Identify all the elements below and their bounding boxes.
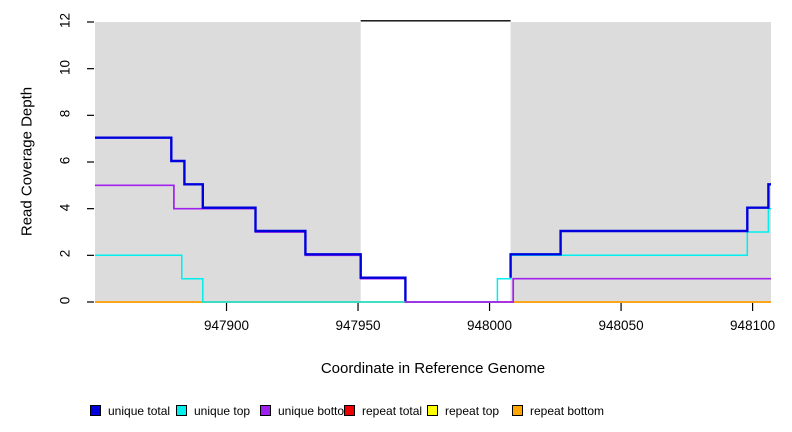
y-axis-title: Read Coverage Depth	[18, 86, 36, 237]
y-tick-label: 8	[57, 110, 73, 118]
legend-item-repeat-top: repeat top	[427, 403, 500, 418]
x-tick-label: 947900	[203, 318, 250, 333]
y-tick-label: 2	[57, 250, 73, 258]
series-line-unique-total	[509, 183, 771, 278]
series-line-unique-total	[95, 136, 407, 301]
legend-label: unique total	[108, 403, 171, 418]
legend-swatch	[344, 405, 355, 416]
legend-label: unique bottom	[278, 403, 355, 418]
legend-label: repeat bottom	[530, 403, 605, 418]
legend-item-repeat-bottom: repeat bottom	[512, 403, 605, 418]
y-tick-label: 0	[57, 296, 73, 305]
x-tick-label: 948050	[598, 318, 644, 333]
legend-swatch	[260, 405, 271, 416]
legend-swatch	[427, 405, 438, 416]
legend-label: repeat top	[445, 403, 500, 418]
series-line-unique-top	[95, 207, 771, 303]
legend-item-repeat-total: repeat total	[344, 403, 423, 418]
legend-label: repeat total	[362, 403, 423, 418]
legend-swatch	[176, 405, 187, 416]
x-axis-title: Coordinate in Reference Genome	[320, 360, 546, 377]
legend-item-unique-total: unique total	[90, 403, 171, 418]
y-tick-label: 12	[57, 12, 73, 29]
legend-item-unique-bottom: unique bottom	[260, 403, 355, 418]
y-tick-label: 10	[57, 59, 73, 75]
legend-swatch	[512, 405, 523, 416]
shaded-band	[95, 22, 361, 303]
x-tick-label: 948000	[467, 318, 513, 333]
shaded-band	[510, 22, 771, 303]
y-tick-label: 4	[57, 203, 73, 211]
legend-swatch	[90, 405, 101, 416]
legend-item-unique-top: unique top	[176, 403, 251, 418]
x-tick-label: 947950	[335, 318, 381, 333]
legend-label: unique top	[194, 403, 251, 418]
x-tick-label: 948100	[730, 318, 776, 333]
y-tick-label: 6	[57, 156, 73, 165]
